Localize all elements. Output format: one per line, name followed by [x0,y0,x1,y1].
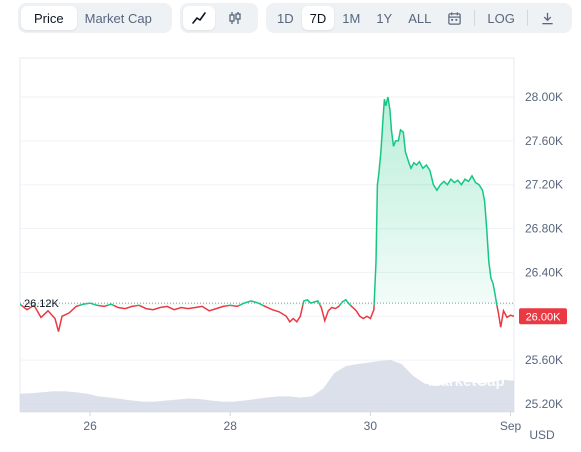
x-tick-label: 26 [83,419,97,433]
time-range-bar: 1D 7D 1M 1Y ALL LOG [266,3,572,33]
price-line-below [20,305,514,332]
view-mode-toggle [180,3,258,33]
y-tick-label: 28.00K [525,90,563,104]
candlestick-icon [229,12,241,24]
calendar-icon [448,11,462,25]
y-tick-label: 27.20K [525,178,563,192]
market-cap-tab[interactable]: Market Cap [84,10,152,26]
y-tick-label: 26.80K [525,222,563,236]
y-tick-label: 25.20K [525,397,563,411]
price-tag-background [519,308,567,325]
line-chart-button[interactable] [183,6,215,30]
chart-toolbar: Price Market Cap 1D 7D 1M 1Y ALL [18,3,572,33]
range-1y[interactable]: 1Y [376,10,393,26]
x-tick-label: Sep [500,419,522,433]
price-tab[interactable]: Price [21,6,77,30]
chart-type-toggle: Price Market Cap [18,3,172,33]
volume-area [20,360,514,412]
range-all[interactable]: ALL [408,10,432,26]
y-axis: 28.00K 27.60K 27.20K 26.80K 26.40K 26.00K 25.6… [525,90,563,411]
date-range-button[interactable] [439,6,470,30]
candlestick-button[interactable] [219,6,251,30]
range-7d[interactable]: 7D [301,6,335,30]
current-price-tag: 26.00K [519,308,567,325]
download-button[interactable] [532,6,563,30]
watermark: MarketCap [428,373,505,390]
range-1d[interactable]: 1D [277,10,294,26]
x-axis: 26 28 30 Sep [83,412,521,433]
price-tag-text: 26.00K [526,311,562,323]
baseline-label: 26.12K [24,298,60,310]
toolbar-divider [474,10,476,26]
currency-label: USD [529,428,555,442]
y-tick-label: 25.60K [525,353,563,367]
range-1m[interactable]: 1M [342,10,361,26]
download-icon [542,12,553,24]
price-area-fill [20,97,514,306]
y-tick-label: 27.60K [525,134,563,148]
toolbar-divider [526,10,528,26]
x-tick-label: 30 [364,419,378,433]
log-scale-button[interactable]: LOG [487,10,515,26]
line-chart-icon [192,12,206,24]
price-line-above [20,96,498,306]
y-tick-label: 26.40K [525,265,563,279]
x-tick-label: 28 [224,419,238,433]
